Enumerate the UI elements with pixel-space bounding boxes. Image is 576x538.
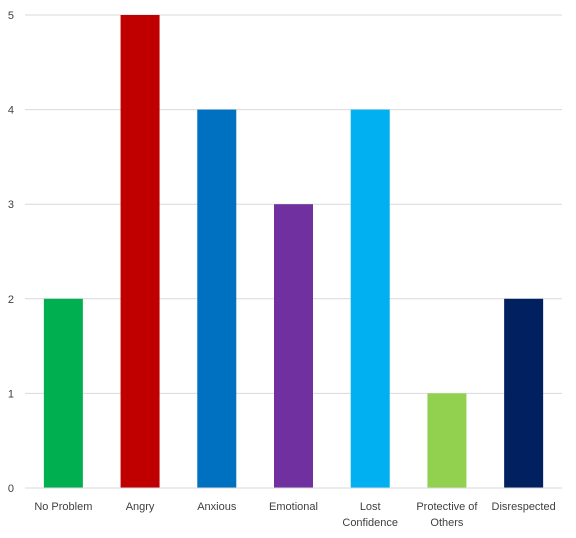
x-tick-label: Anxious [197,501,237,513]
bar-disrespected [504,298,544,488]
bar-anxious [197,109,237,488]
y-tick-label: 2 [8,294,14,306]
bar-angry [120,15,160,488]
x-tick-label: Emotional [269,501,318,513]
y-tick-label: 4 [8,105,14,117]
x-tick-label: Lost Confidence [342,501,398,529]
bar-no-problem [43,298,83,488]
y-tick-label: 1 [8,388,14,400]
y-tick-label: 3 [8,199,14,211]
x-tick-label: Disrespected [492,501,556,513]
bars [43,15,544,488]
bar-lost-confidence [350,109,390,488]
y-tick-label: 0 [8,483,14,495]
x-tick-label: Angry [126,501,155,513]
x-tick-label: Protective of Others [416,501,478,529]
x-tick-label: No Problem [34,501,92,513]
y-tick-label: 5 [8,10,14,22]
bar-protective-of-others [427,393,467,488]
labels: 0 1 2 3 4 5 No Problem Angry Anxious Emotional Los… [8,10,556,529]
bar-emotional [274,204,313,488]
